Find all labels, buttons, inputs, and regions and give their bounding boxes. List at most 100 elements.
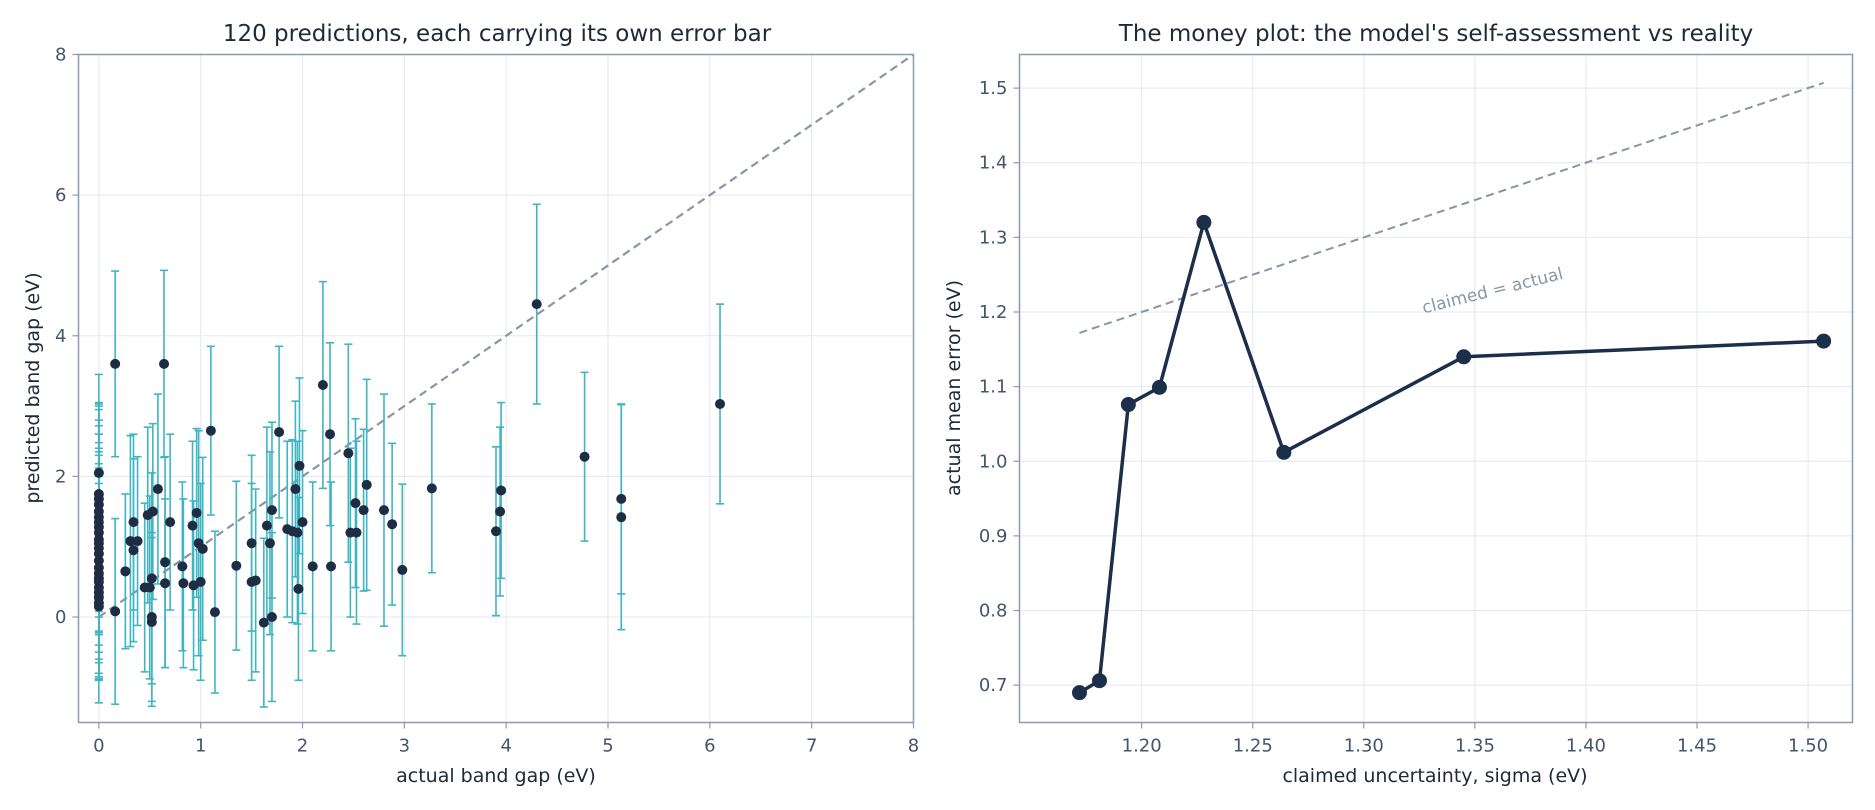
data-point	[290, 484, 301, 495]
y-tick-label: 0	[55, 607, 66, 628]
x-tick-label: 1.30	[1344, 736, 1384, 757]
x-tick-label: 5	[602, 736, 613, 757]
data-point	[197, 543, 208, 554]
y-tick-label: 0.7	[979, 675, 1008, 696]
data-point	[715, 398, 726, 409]
data-point	[426, 483, 437, 494]
x-tick-label: 1.25	[1233, 736, 1273, 757]
series-point	[1456, 349, 1472, 365]
right-series-points	[1071, 214, 1832, 701]
data-point	[146, 573, 157, 584]
y-tick-label: 1.5	[979, 78, 1008, 99]
left-x-ticks: 0 1 2 3 4 5 6 7 8	[93, 722, 919, 757]
right-reference-line	[1079, 81, 1824, 334]
x-tick-label: 8	[908, 736, 919, 757]
data-point	[297, 517, 308, 528]
left-data-points	[93, 299, 726, 628]
data-point	[160, 557, 171, 568]
data-point	[266, 612, 277, 623]
data-point	[250, 575, 261, 586]
data-point	[165, 517, 176, 528]
y-tick-label: 1.0	[979, 451, 1008, 472]
data-point	[146, 616, 157, 627]
right-x-axis-label: claimed uncertainty, sigma (eV)	[1282, 765, 1587, 787]
data-point	[361, 479, 372, 490]
reference-line-y-equals-x	[98, 53, 915, 618]
x-tick-label: 1	[195, 736, 206, 757]
data-point	[159, 358, 170, 369]
left-panel: 120 predictions, each carrying its own e…	[22, 21, 919, 787]
data-point	[128, 517, 139, 528]
x-tick-label: 7	[806, 736, 817, 757]
data-point	[343, 448, 354, 459]
series-point	[1196, 214, 1212, 230]
x-tick-label: 1.40	[1566, 736, 1606, 757]
y-tick-label: 2	[55, 466, 66, 487]
x-tick-label: 0	[93, 736, 104, 757]
data-point	[125, 536, 136, 547]
data-point	[261, 520, 272, 531]
series-point	[1151, 379, 1167, 395]
claimed-equals-actual-annotation: claimed = actual	[1420, 264, 1565, 318]
y-tick-label: 0.8	[979, 601, 1008, 622]
y-tick-label: 1.1	[979, 377, 1008, 398]
data-point	[191, 507, 202, 518]
data-point	[147, 506, 158, 517]
x-tick-label: 1.50	[1788, 736, 1828, 757]
data-point	[177, 561, 188, 572]
data-point	[152, 484, 163, 495]
right-y-axis-label: actual mean error (eV)	[943, 280, 965, 496]
data-point	[264, 538, 275, 549]
data-point	[110, 606, 121, 617]
data-point	[358, 505, 369, 516]
data-point	[266, 505, 277, 516]
right-chart-title: The money plot: the model's self-assessm…	[1118, 21, 1753, 47]
data-point	[93, 527, 104, 538]
data-point	[616, 512, 627, 523]
data-point	[160, 578, 171, 589]
right-plot-frame	[1018, 53, 1854, 724]
data-point	[132, 536, 143, 547]
data-point	[93, 467, 104, 478]
x-tick-label: 4	[500, 736, 511, 757]
data-point	[93, 601, 104, 612]
data-point	[387, 519, 398, 530]
data-point	[205, 425, 216, 436]
series-point	[1091, 673, 1107, 689]
data-point	[579, 451, 590, 462]
data-point	[496, 485, 507, 496]
series-point	[1816, 333, 1832, 349]
data-point	[616, 493, 627, 504]
data-point	[120, 566, 131, 577]
left-y-axis-label: predicted band gap (eV)	[22, 272, 44, 503]
right-series-line	[1078, 220, 1824, 695]
x-tick-label: 1.20	[1122, 736, 1162, 757]
x-tick-label: 3	[399, 736, 410, 757]
data-point	[351, 527, 362, 538]
series-point	[1120, 397, 1136, 413]
y-tick-label: 1.2	[979, 302, 1008, 323]
data-point	[293, 583, 304, 594]
x-tick-label: 1.35	[1455, 736, 1495, 757]
data-point	[491, 526, 501, 537]
left-error-bars	[94, 203, 725, 708]
data-point	[292, 527, 303, 538]
data-point	[209, 607, 220, 618]
y-tick-label: 8	[55, 45, 66, 66]
y-tick-label: 4	[55, 326, 66, 347]
data-point	[128, 545, 139, 556]
data-point	[93, 548, 104, 559]
data-point	[326, 561, 337, 572]
left-y-ticks: 0 2 4 6 8	[55, 45, 79, 628]
data-point	[317, 379, 328, 390]
data-point	[195, 576, 206, 587]
data-point	[294, 460, 305, 471]
data-point	[307, 561, 318, 572]
left-x-axis-label: actual band gap (eV)	[396, 765, 596, 787]
right-y-ticks: 0.7 0.8 0.9 1.0 1.1 1.2 1.3 1.4 1.5	[979, 78, 1020, 696]
left-plot-frame	[77, 53, 915, 724]
y-tick-label: 1.3	[979, 227, 1008, 248]
data-point	[178, 578, 189, 589]
data-point	[258, 617, 269, 628]
